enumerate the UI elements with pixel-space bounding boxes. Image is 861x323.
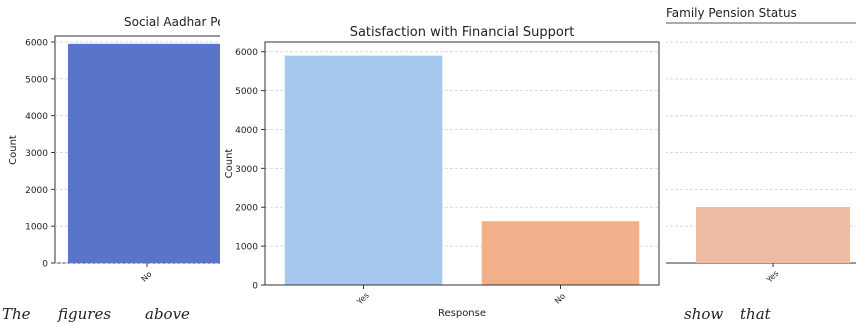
caption-word: that — [740, 305, 771, 323]
y-tick-label: 3000 — [25, 149, 48, 159]
y-tick-label: 6000 — [235, 48, 258, 58]
chart-title: Family Pension Status — [666, 6, 797, 20]
caption-text: The figures above show that — [0, 305, 861, 323]
y-tick-label: 5000 — [235, 87, 258, 97]
y-tick-label: 6000 — [25, 39, 48, 49]
chart-title: Social Aadhar Pension Possession — [124, 15, 225, 29]
chart-title: Satisfaction with Financial Support — [350, 25, 575, 40]
y-tick-label: 5000 — [25, 75, 48, 85]
y-tick-label: 4000 — [235, 126, 258, 136]
y-axis-label: Count — [224, 149, 235, 179]
y-axis-label: Count — [8, 135, 19, 165]
y-tick-label: 1000 — [235, 243, 258, 253]
x-tick-label: No — [140, 270, 154, 284]
y-tick-label: 0 — [42, 260, 48, 270]
y-tick-label: 0 — [252, 282, 258, 292]
y-tick-label: 4000 — [25, 112, 48, 122]
bar — [284, 55, 443, 285]
x-tick-label: Yes — [764, 269, 780, 285]
y-tick-label: 1000 — [25, 223, 48, 233]
y-tick-label: 2000 — [235, 204, 258, 214]
bar — [68, 43, 225, 263]
caption-word: show — [684, 305, 724, 323]
caption-word: The — [2, 305, 31, 323]
bar — [696, 207, 850, 263]
y-tick-label: 3000 — [235, 165, 258, 175]
plot-frame — [264, 41, 660, 286]
y-tick-label: 2000 — [25, 186, 48, 196]
chart-family-pension: YesResponseFamily Pension Status — [660, 6, 856, 285]
x-axis-label: Response — [438, 308, 486, 319]
bar — [481, 221, 640, 285]
chart-social-aadhar: 0 1000 2000 3000 4000 5000 6000 No Count Social A… — [8, 15, 225, 284]
caption-word: figures — [58, 305, 112, 323]
caption-word: above — [145, 305, 190, 323]
